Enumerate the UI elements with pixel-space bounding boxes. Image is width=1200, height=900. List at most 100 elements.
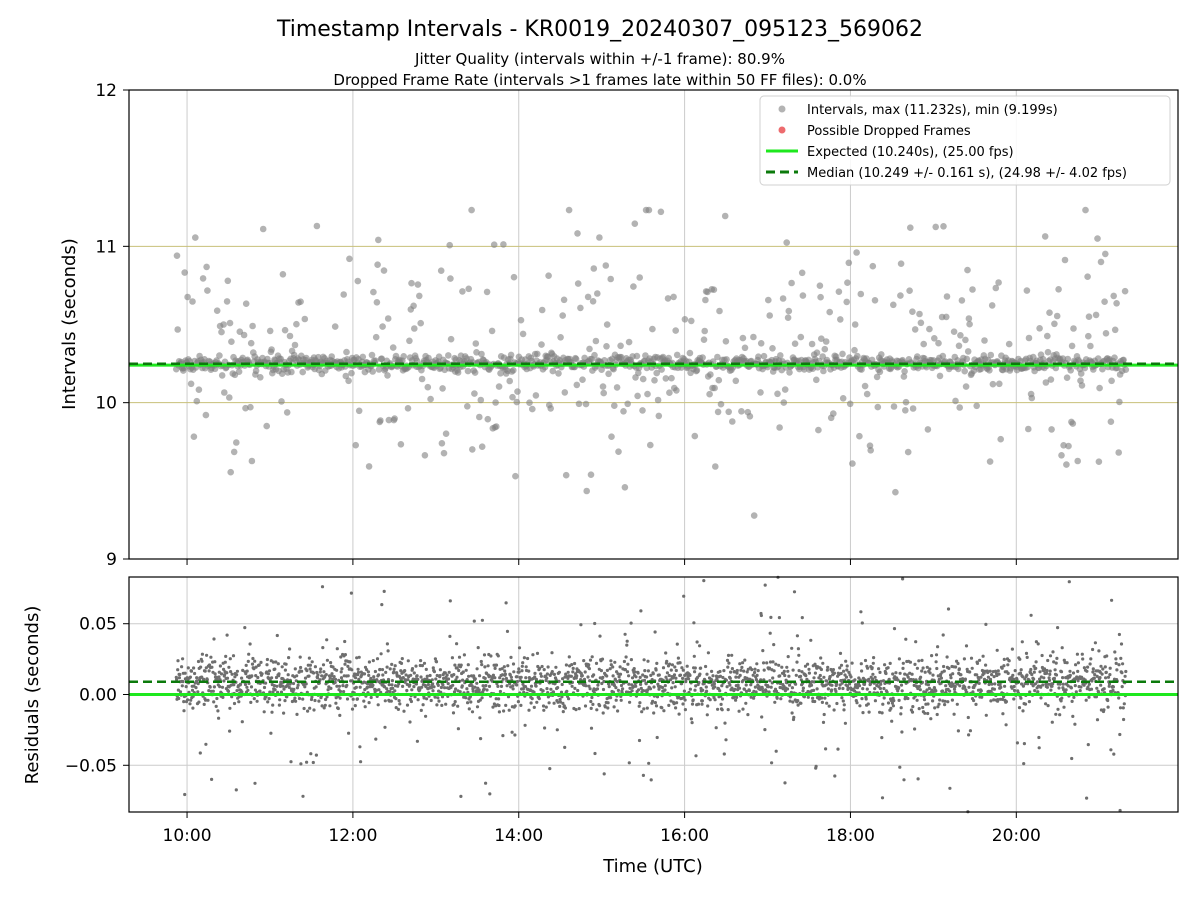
residual-point <box>367 660 371 664</box>
residual-point <box>678 673 683 677</box>
residual-point <box>489 654 493 658</box>
interval-point <box>785 307 793 315</box>
interval-point <box>1055 286 1062 293</box>
residual-point <box>935 712 939 717</box>
interval-point <box>226 319 234 327</box>
residual-point <box>616 672 620 676</box>
residual-point <box>484 781 488 785</box>
residual-point <box>894 671 898 675</box>
residual-point <box>555 728 559 732</box>
residual-point <box>1020 682 1024 686</box>
residual-point <box>401 684 405 689</box>
residual-point <box>926 702 930 706</box>
residual-point <box>537 697 541 701</box>
residual-point <box>599 669 604 673</box>
residual-point <box>1034 660 1038 664</box>
residual-point <box>256 675 260 680</box>
residual-point <box>587 663 591 667</box>
residual-point <box>598 704 602 708</box>
interval-point <box>414 281 422 288</box>
residual-point <box>416 698 420 702</box>
residual-point <box>742 687 747 691</box>
residual-point <box>282 687 286 691</box>
residual-point <box>841 686 845 691</box>
interval-point <box>935 339 942 347</box>
residual-point <box>191 706 195 710</box>
residual-point <box>509 655 513 660</box>
residual-point <box>824 683 828 687</box>
interval-point <box>878 351 885 358</box>
legend-label-median: Median (10.249 +/- 0.161 s), (24.98 +/- … <box>807 166 1127 181</box>
interval-point <box>909 308 916 316</box>
residual-point <box>302 706 306 711</box>
residual-point <box>819 667 824 672</box>
residual-point <box>462 653 466 657</box>
residual-point <box>1124 669 1128 674</box>
interval-point <box>1095 458 1103 466</box>
residual-point <box>846 686 850 690</box>
residual-point <box>357 677 361 682</box>
residual-point <box>814 764 818 769</box>
residual-point <box>865 687 869 691</box>
residual-point <box>891 704 896 708</box>
residual-point <box>434 677 438 681</box>
residual-point <box>1091 667 1095 671</box>
residual-point <box>797 669 801 673</box>
residual-point <box>219 672 224 676</box>
residual-point <box>925 688 929 692</box>
residual-point <box>1087 695 1091 699</box>
interval-point <box>851 321 859 328</box>
interval-point <box>995 279 1002 286</box>
residual-point <box>394 706 398 710</box>
residual-point <box>567 655 571 659</box>
interval-point <box>711 384 718 392</box>
residual-point <box>300 669 304 673</box>
interval-point <box>901 368 908 375</box>
residual-point <box>539 674 544 678</box>
interval-point <box>1102 330 1110 337</box>
residual-point <box>253 659 257 663</box>
residual-point <box>956 661 960 666</box>
residual-point <box>653 630 657 634</box>
interval-point <box>869 262 877 270</box>
residual-point <box>693 670 697 674</box>
residual-point <box>601 675 605 680</box>
residual-point <box>180 684 184 688</box>
residual-point <box>843 721 848 725</box>
interval-point <box>193 397 201 405</box>
residual-point <box>496 684 500 689</box>
residual-point <box>445 673 449 677</box>
residual-point <box>177 676 181 680</box>
intervals-ytick-label: 10 <box>95 394 117 414</box>
intervals-reference-lines <box>129 362 1178 367</box>
residual-point <box>738 662 742 666</box>
interval-point <box>686 349 694 357</box>
residual-point <box>1000 666 1004 670</box>
residual-point <box>277 703 281 707</box>
residual-point <box>378 667 382 672</box>
residual-point <box>662 709 666 713</box>
residual-point <box>1011 673 1015 677</box>
interval-point <box>662 375 670 382</box>
interval-point <box>784 314 792 322</box>
interval-point <box>817 293 824 301</box>
residual-point <box>314 753 318 757</box>
residual-point <box>979 675 983 679</box>
interval-point <box>534 350 541 358</box>
residual-point <box>582 659 586 663</box>
residual-point <box>380 668 385 672</box>
residual-point <box>651 699 655 704</box>
residual-point <box>837 686 842 691</box>
residual-point <box>964 688 968 692</box>
residual-point <box>485 688 489 692</box>
residual-point <box>291 690 295 694</box>
residual-point <box>765 661 769 665</box>
residual-point <box>358 685 362 689</box>
residual-point <box>860 621 864 625</box>
residual-point <box>1108 673 1112 677</box>
residual-point <box>1025 673 1029 677</box>
residual-point <box>274 660 278 664</box>
residual-point <box>311 760 315 765</box>
interval-point <box>618 353 625 361</box>
interval-point <box>227 468 234 476</box>
